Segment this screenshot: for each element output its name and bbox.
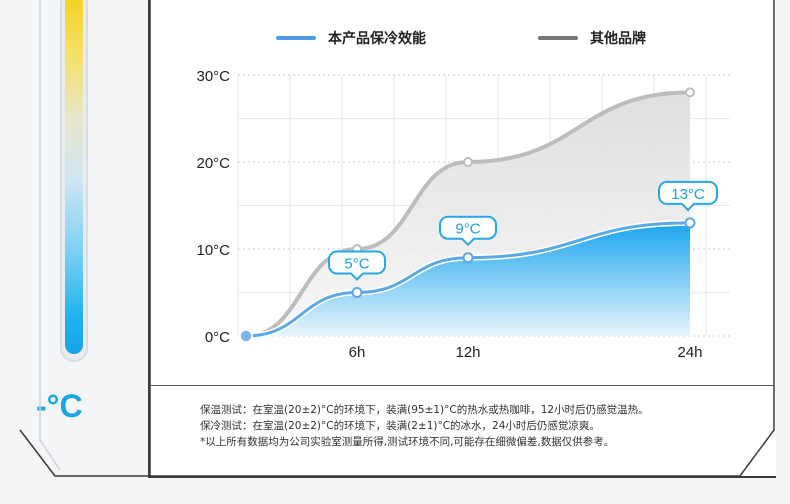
point-product: [462, 252, 474, 264]
data-label: 9°C: [455, 221, 480, 238]
data-label: 13°C: [671, 186, 705, 203]
legend-swatch-other: [538, 36, 578, 40]
thermometer-fill: [65, 0, 83, 354]
y-tick-label: 0°C: [205, 329, 230, 346]
value-callout: [439, 215, 497, 247]
origin-point: [239, 329, 253, 343]
value-callout: [658, 180, 718, 212]
legend-item-product: 本产品保冷效能: [276, 28, 426, 48]
series-area-product: [246, 222, 690, 336]
point-other: [685, 87, 695, 98]
series-line-product: [245, 221, 691, 338]
note-line: 保温测试：在室温(20±2)°C的环境下，装满(95±1)°C的热水或热咖啡，1…: [200, 404, 649, 416]
data-label: 5°C: [344, 256, 369, 273]
x-tick-label: 12h: [455, 344, 480, 361]
x-tick-label: 24h: [677, 344, 702, 361]
value-callout: [328, 250, 386, 281]
test-notes: 保温测试：在室温(20±2)°C的环境下，装满(95±1)°C的热水或热咖啡，1…: [200, 402, 649, 450]
legend-label-product: 本产品保冷效能: [328, 31, 426, 47]
y-tick-label: 30°C: [196, 68, 230, 85]
note-line: *以上所有数据均为公司实验室测量所得,测试环境不同,可能存在细微偏差,数据仅供参…: [200, 436, 615, 448]
point-product: [684, 217, 696, 229]
x-tick-label: 6h: [349, 344, 366, 361]
y-tick-label: 10°C: [196, 242, 230, 259]
notes-divider: [150, 385, 774, 386]
y-tick-label: 20°C: [196, 155, 230, 172]
legend-swatch-product: [276, 36, 316, 40]
point-product: [351, 287, 363, 298]
chart-legend: 本产品保冷效能 其他品牌: [0, 28, 790, 52]
legend-label-other: 其他品牌: [590, 31, 646, 47]
point-other: [463, 157, 473, 167]
note-line: 保冷测试：在室温(20±2)°C的环境下，装满(2±1)°C的冰水，24小时后仍…: [200, 420, 600, 432]
legend-item-other: 其他品牌: [538, 28, 646, 48]
series-line-other: [245, 90, 691, 338]
chart-svg: 5°C 9°C 13°C 0°C 10°C 20°C 30°C 6h 12h 24h: [196, 68, 730, 361]
